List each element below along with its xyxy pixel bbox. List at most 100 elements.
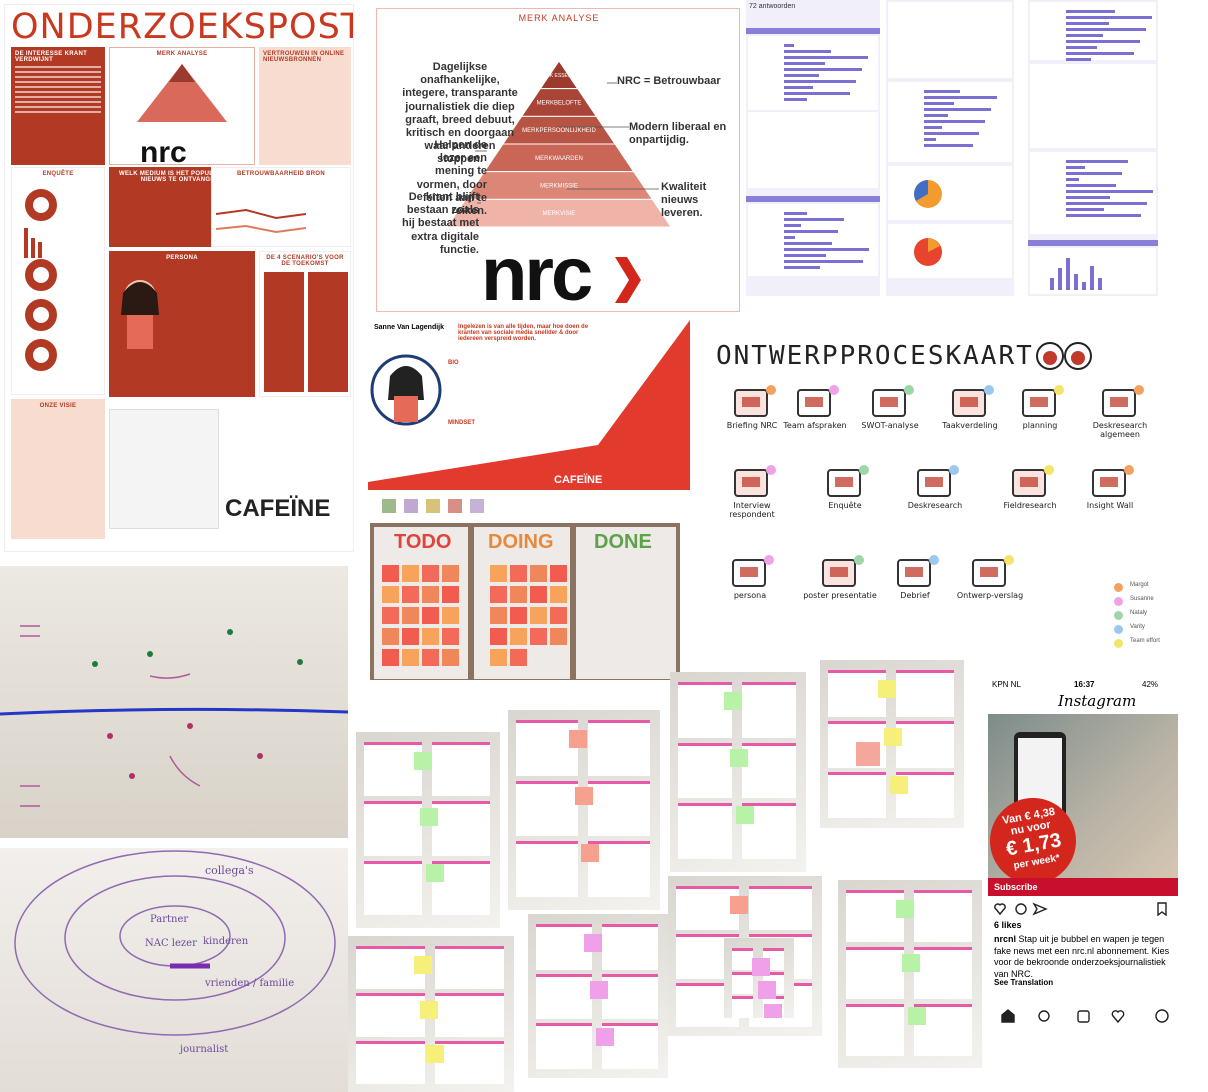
survey-bar <box>784 74 819 77</box>
wall-photo <box>856 742 880 766</box>
printout <box>732 996 753 1018</box>
step-label: Team afspraken <box>783 421 847 430</box>
decor <box>928 238 940 252</box>
sticky-note <box>442 586 459 603</box>
decor <box>1111 1010 1125 1024</box>
survey-bar <box>784 260 863 263</box>
survey-panel: 72 antwoorden <box>746 0 880 296</box>
printout <box>435 1040 504 1084</box>
decor <box>264 272 304 392</box>
sticky-note <box>442 565 459 582</box>
poster-brand: CAFEÏNE <box>225 495 331 522</box>
survey-bar <box>924 126 942 129</box>
decor <box>1001 1009 1169 1024</box>
mini-logo: nrc <box>140 136 187 169</box>
decor <box>92 629 303 667</box>
decor <box>308 272 348 392</box>
decor <box>1043 351 1057 365</box>
legend-label: Varity <box>1130 624 1145 630</box>
printout <box>536 924 592 970</box>
poster-heading: ENQUÊTE <box>42 171 74 177</box>
step-label: planning <box>1022 421 1058 430</box>
decor: nrcnl Stap uit je bubbel en wapen je teg… <box>994 934 1174 981</box>
decor <box>137 64 227 122</box>
sticky-note <box>420 1000 439 1019</box>
survey-bar <box>784 242 832 245</box>
decor <box>746 196 880 202</box>
sticky-note <box>402 628 419 645</box>
decor <box>121 282 159 315</box>
survey-bar <box>784 266 820 269</box>
printout <box>678 803 732 859</box>
survey-bar <box>784 248 869 251</box>
survey-bar <box>784 86 813 89</box>
step-accent <box>805 397 823 407</box>
poster-block: DE 4 SCENARIO'S VOOR DE TOEKOMST <box>259 251 351 397</box>
brand-note: Helpen de lezer een mening te vormen, do… <box>416 139 487 217</box>
decor <box>38 242 42 258</box>
sticky-note <box>382 565 399 582</box>
printout <box>749 886 812 931</box>
survey-bar <box>1066 22 1109 25</box>
decor <box>1028 240 1158 246</box>
poster-title: ONDERZOEKSPOSTER <box>11 7 353 47</box>
printout <box>676 886 739 931</box>
see-translation[interactable]: See Translation <box>994 978 1054 987</box>
decor <box>748 204 878 276</box>
column-title: DOING <box>488 531 554 553</box>
step-accent <box>1100 477 1118 487</box>
decor <box>0 707 348 716</box>
sticky-note <box>402 586 419 603</box>
printout <box>896 720 954 768</box>
sticky-note <box>510 586 527 603</box>
decor <box>388 366 424 400</box>
legend-swatch <box>1114 583 1123 592</box>
step-label: Interview respondent <box>729 501 775 519</box>
sticky-note <box>382 607 399 624</box>
sticky-note <box>596 1027 614 1046</box>
brand-note: NRC = Betrouwbaar <box>617 75 721 87</box>
decor <box>748 36 878 110</box>
poster-block: MERK ANALYSE nrc <box>109 47 255 169</box>
poster-block: ENQUÊTE <box>11 167 105 395</box>
poster-heading: DE 4 SCENARIO'S VOOR DE TOEKOMST <box>266 255 344 267</box>
sticky-note <box>442 649 459 666</box>
sticky-note <box>402 565 419 582</box>
decor <box>107 733 113 739</box>
pyramid-label: MERKWAARDEN <box>535 156 583 162</box>
step-icon <box>1092 469 1126 497</box>
step-dot <box>929 555 939 565</box>
pyramid-label: MERKBELOFTE <box>537 101 582 107</box>
step-label: poster presentatie <box>803 591 877 600</box>
sticky-note <box>590 980 608 999</box>
step-label: persona <box>733 591 767 600</box>
brand-note: Dagelijkse onafhankelijke, integere, tra… <box>402 61 518 166</box>
survey-bar <box>924 96 997 99</box>
wall-photo <box>348 936 514 1092</box>
printout <box>896 771 954 819</box>
decor <box>24 228 42 258</box>
decor <box>888 166 1012 220</box>
tab-bar <box>1001 1009 1169 1024</box>
poster-heading: ONZE VISIE <box>39 403 77 409</box>
sticky-note <box>490 628 507 645</box>
decor <box>216 224 306 234</box>
survey-bar <box>924 120 985 123</box>
sticky-note <box>907 1007 926 1026</box>
decor <box>187 723 193 729</box>
step-dot <box>764 555 774 565</box>
sticky-note <box>510 649 527 666</box>
printout <box>742 742 796 799</box>
step-accent <box>835 477 853 487</box>
printout <box>828 670 886 717</box>
whiteboard-photo <box>0 566 348 838</box>
research-poster: ONDERZOEKSPOSTER DE INTERESSE KRANT VERD… <box>4 4 354 552</box>
sticky-note <box>584 934 602 952</box>
wall-photo <box>670 672 806 872</box>
subscribe-button[interactable]: Subscribe <box>988 878 1178 896</box>
process-map: ONTWERPPROCESKAART Briefing NRC Team afsp… <box>690 335 1160 655</box>
sticky-note <box>382 649 399 666</box>
decor <box>394 396 418 422</box>
sketch-label: journalist <box>180 1044 229 1055</box>
